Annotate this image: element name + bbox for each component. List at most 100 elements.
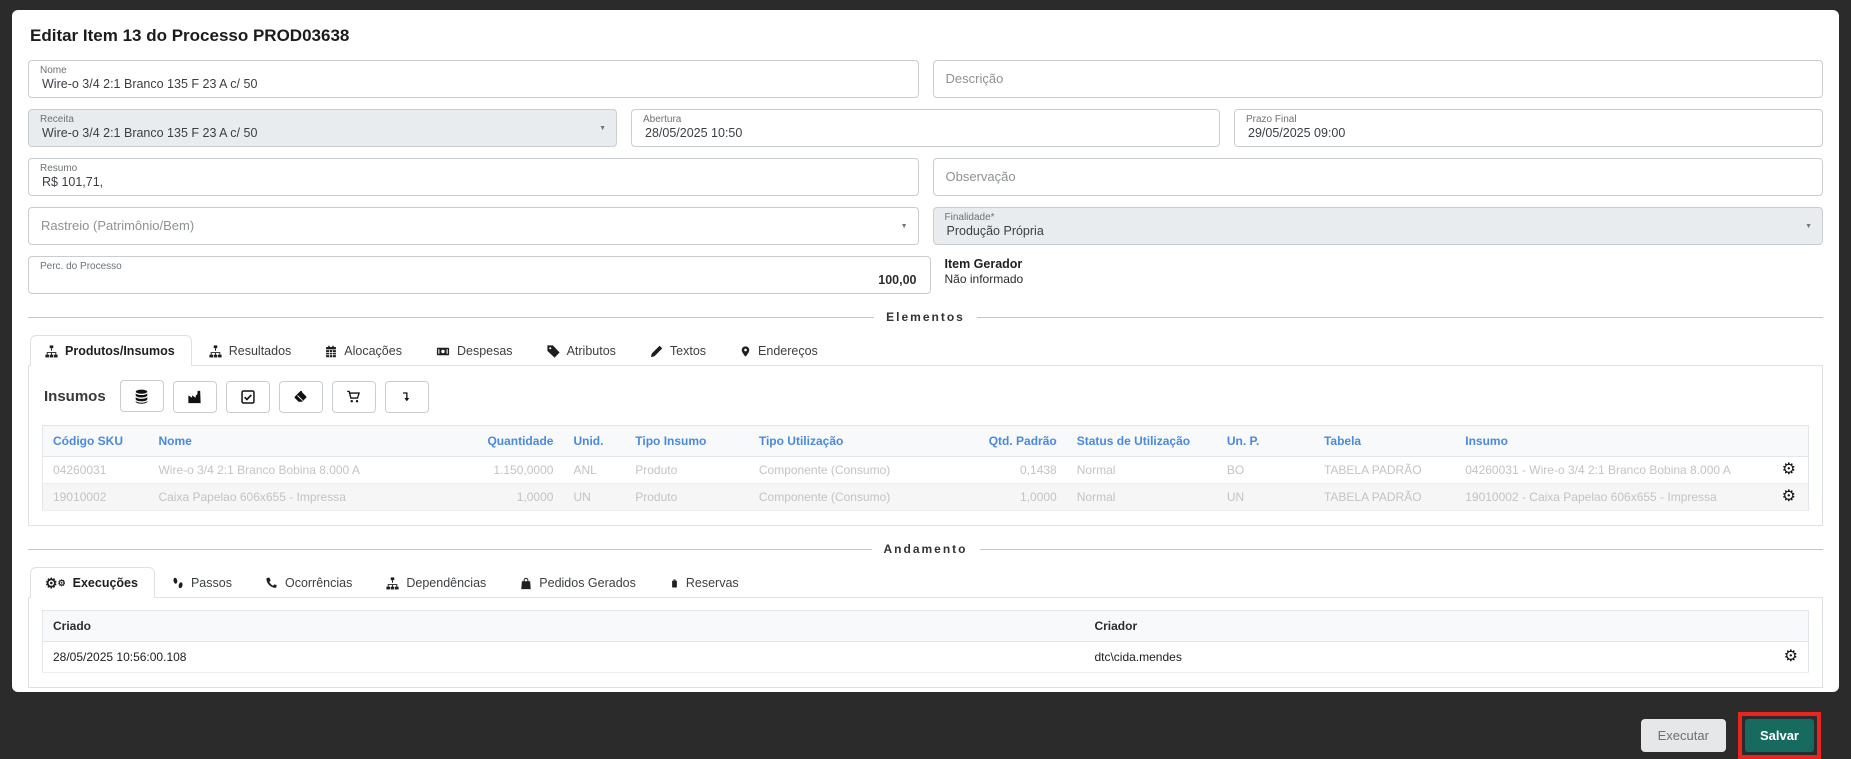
eraser-icon [293,390,308,404]
table-row[interactable]: 28/05/2025 10:56:00.108 dtc\cida.mendes ⚙ [42,641,1809,673]
column-header[interactable]: Un. P. [1216,425,1314,457]
tab-label: Produtos/Insumos [65,344,175,358]
table-cell: 0,1438 [969,456,1067,484]
tab-dependencias[interactable]: Dependências [371,567,503,598]
tab-label: Reservas [685,576,739,590]
table-cell: Componente (Consumo) [748,483,970,511]
andamento-tab-panel: Criado Criador 28/05/2025 10:56:00.108 dtc\… [28,598,1823,688]
abertura-input[interactable] [643,126,1208,141]
column-header[interactable]: Insumo [1455,425,1756,457]
resumo-input[interactable] [40,175,907,190]
resumo-field: Resumo [28,158,919,196]
actions-column-header [1755,425,1809,457]
abertura-label: Abertura [643,114,682,125]
insumos-title: Insumos [44,388,106,405]
table-cell: ANL [563,456,626,484]
form-row-5: Perc. do Processo Item Gerador Não infor… [28,256,1823,294]
factory-button[interactable] [172,380,217,413]
tab-reservas[interactable]: Reservas [655,567,756,598]
cart-icon [346,390,361,404]
tab-label: Endereços [758,344,818,358]
table-cell: Produto [625,456,749,484]
column-header[interactable]: Quantidade [457,425,564,457]
tab-textos[interactable]: Textos [635,335,723,366]
observacao-input[interactable] [944,169,1811,184]
table-cell: dtc\cida.mendes [1084,641,1756,673]
perc-processo-input[interactable] [40,273,919,288]
table-cell: 04260031 [42,456,149,484]
insumos-toolbar-buttons [119,380,438,413]
column-header[interactable]: Código SKU [42,425,149,457]
form-row-1: Nome [28,60,1823,98]
elementos-divider-label: Elementos [886,310,965,324]
tab-label: Passos [190,576,232,590]
table-cell: 1,0000 [969,483,1067,511]
form-row-3: Resumo [28,158,1823,196]
tab-ocorrencias[interactable]: Ocorrências [251,567,369,598]
table-row[interactable]: 19010002 Caixa Papelao 606x655 - Impressa… [42,483,1809,511]
column-header[interactable]: Qtd. Padrão [969,425,1067,457]
tab-pedidos-gerados[interactable]: Pedidos Gerados [505,567,653,598]
item-gerador-info: Item Gerador Não informado [945,256,1824,294]
column-header[interactable]: Status de Utilização [1066,425,1217,457]
receita-label: Receita [40,114,74,125]
tab-despesas[interactable]: Despesas [421,335,530,366]
arrow-down-button[interactable] [384,380,429,413]
prazo-final-label: Prazo Final [1246,114,1297,125]
table-cell: BO [1216,456,1314,484]
tab-label: Dependências [406,576,487,590]
table-cell: Normal [1066,456,1217,484]
nome-label: Nome [40,65,67,76]
chevron-down-icon: ▼ [900,222,908,230]
column-header[interactable]: Tipo Insumo [625,425,749,457]
table-cell: 19010002 - Caixa Papelao 606x655 - Impre… [1455,483,1756,511]
salvar-button[interactable]: Salvar [1744,719,1814,752]
table-cell: 1.150,0000 [457,456,564,484]
check-square-button[interactable] [225,380,270,413]
row-settings-gear-icon[interactable]: ⚙ [1781,488,1796,505]
tab-alocacoes[interactable]: Alocações [310,335,419,366]
map-marker-icon [740,345,751,358]
salvar-highlight-box: Salvar [1737,712,1821,759]
rastreio-input[interactable] [40,218,907,233]
hierarchy-icon [386,576,399,590]
rastreio-select[interactable]: ▼ [28,207,919,245]
insumos-table: Código SKU Nome Quantidade Unid. Tipo Insumo… [42,425,1809,511]
row-settings-gear-icon[interactable]: ⚙ [1781,461,1796,478]
andamento-divider-label: Andamento [883,542,968,556]
tab-passos[interactable]: Passos [157,567,249,598]
actions-column-header [1755,610,1809,642]
observacao-field [932,158,1823,196]
prazo-final-input[interactable] [1246,126,1811,141]
column-header[interactable]: Nome [148,425,458,457]
executar-button[interactable]: Executar [1640,719,1726,752]
cart-button[interactable] [331,380,376,413]
finalidade-value [944,224,1811,239]
arrow-down-icon [401,390,412,404]
eraser-button[interactable] [278,381,323,413]
shopping-bag-icon [520,577,532,590]
perc-processo-field: Perc. do Processo [28,256,931,294]
descricao-input[interactable] [944,71,1811,86]
table-cell: 1,0000 [457,483,564,511]
elementos-divider: Elementos [28,310,1823,324]
footer-actions: Executar Salvar [28,712,1823,759]
receita-select: Receita ▼ [28,109,617,147]
table-cell: 19010002 [42,483,149,511]
database-button[interactable] [119,380,164,412]
tab-enderecos[interactable]: Endereços [725,335,835,366]
tab-resultados[interactable]: Resultados [194,335,309,366]
column-header[interactable]: Tipo Utilização [748,425,970,457]
tab-execucoes[interactable]: ⚙⚙ Execuções [30,567,155,598]
nome-input[interactable] [40,77,907,92]
table-row[interactable]: 04260031 Wire-o 3/4 2:1 Branco Bobina 8.0… [42,456,1809,484]
tab-label: Pedidos Gerados [539,576,636,590]
tab-produtos-insumos[interactable]: Produtos/Insumos [30,335,192,366]
phone-icon [266,577,278,589]
column-header[interactable]: Tabela [1313,425,1456,457]
column-header[interactable]: Unid. [563,425,626,457]
row-settings-gear-icon[interactable]: ⚙ [1783,648,1798,665]
table-cell: Normal [1066,483,1217,511]
tab-atributos[interactable]: Atributos [532,335,633,366]
table-cell: UN [563,483,626,511]
